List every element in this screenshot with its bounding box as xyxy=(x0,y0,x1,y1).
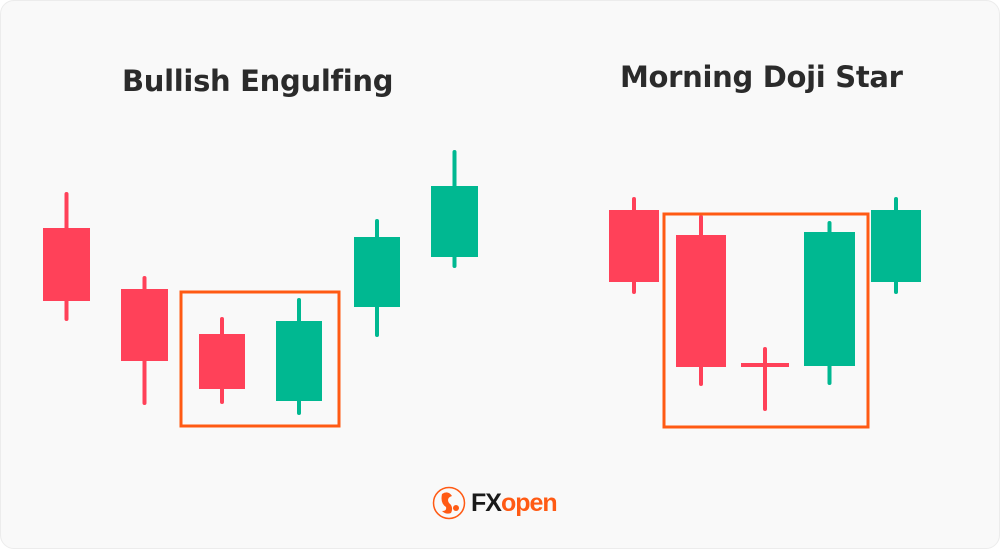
bearish-candle-body xyxy=(676,235,726,367)
fxopen-logo: FXopen xyxy=(432,486,558,520)
bearish-candle-body xyxy=(199,334,245,389)
bearish-candle-body xyxy=(609,210,659,282)
morning-doji-star-highlight-box xyxy=(662,212,870,429)
logo-fx: FX xyxy=(471,488,502,517)
bullish-candle-body xyxy=(276,321,322,401)
bearish-candle-body xyxy=(121,289,168,361)
bullish-candle-body xyxy=(431,186,478,257)
dragon-emblem-icon xyxy=(432,486,466,520)
bullish-candle-body xyxy=(354,237,400,307)
bearish-candle-body xyxy=(43,228,90,301)
bullish-engulfing-title: Bullish Engulfing xyxy=(122,64,394,98)
logo-open: open xyxy=(500,488,558,517)
bullish-candle-body xyxy=(871,210,921,282)
bullish-engulfing-highlight-box xyxy=(179,290,341,428)
bullish-candle-body xyxy=(804,232,855,366)
morning-doji-star-title: Morning Doji Star xyxy=(620,60,903,94)
